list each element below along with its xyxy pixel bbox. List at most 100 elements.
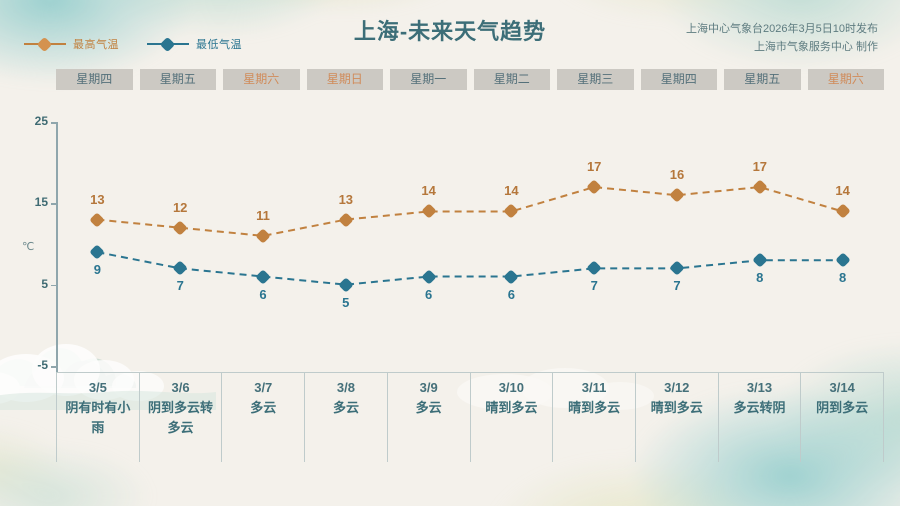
day-forecast-cell[interactable]: 3/11 晴到多云 <box>552 372 635 462</box>
legend-label-high: 最高气温 <box>73 39 119 51</box>
y-axis-tick-mark <box>51 284 58 287</box>
day-forecast-table: 3/5 阴有时有小雨 3/6 阴到多云转多云 3/7 多云 3/8 多云 3/9 多云 3/10 晴到… <box>56 372 885 462</box>
day-forecast-cell[interactable]: 3/10 晴到多云 <box>469 372 553 462</box>
day-description: 阴到多云转多云 <box>148 400 214 435</box>
data-point[interactable] <box>586 260 602 277</box>
data-point[interactable] <box>669 187 685 203</box>
legend-item-low: 最低气温 <box>147 36 242 53</box>
data-point[interactable] <box>172 219 188 236</box>
weekday-tab[interactable]: 星期六 <box>223 69 300 90</box>
y-axis-tick-label: 25 <box>34 114 48 128</box>
data-point-label: 12 <box>172 199 188 215</box>
legend-item-high: 最高气温 <box>24 36 119 53</box>
page-title: 上海-未来天气趋势 <box>353 19 547 44</box>
data-point-label: 13 <box>338 191 354 207</box>
data-point-label: 6 <box>507 286 516 302</box>
data-point[interactable] <box>752 179 768 195</box>
data-point[interactable] <box>503 268 520 285</box>
data-point-label: 17 <box>586 159 602 175</box>
weekday-tab[interactable]: 星期日 <box>306 69 383 90</box>
weekday-tab[interactable]: 星期一 <box>390 69 467 90</box>
day-description: 阴有时有小雨 <box>65 400 131 435</box>
y-axis-tick-label: 15 <box>34 195 48 210</box>
weekday-tab[interactable]: 星期四 <box>640 69 717 90</box>
weekday-tab-bar: 星期四 星期五 星期六 星期日 星期一 星期二 星期三 星期四 星期五 星期六 <box>56 69 884 90</box>
day-forecast-cell[interactable]: 3/5 阴有时有小雨 <box>56 372 139 462</box>
data-point[interactable] <box>338 211 354 228</box>
y-axis-unit-label: ℃ <box>22 241 35 253</box>
data-point-label: 8 <box>838 270 847 286</box>
data-point-label: 14 <box>835 183 850 199</box>
publisher-info: 上海中心气象台2026年3月5日10时发布 上海市气象服务中心 制作 <box>686 20 878 56</box>
y-axis-tick-mark <box>51 366 58 368</box>
data-point[interactable] <box>172 260 188 277</box>
data-point[interactable] <box>503 203 520 220</box>
day-description: 多云转阴 <box>733 400 786 415</box>
day-forecast-cell[interactable]: 3/14 阴到多云 <box>800 372 885 462</box>
day-date: 3/9 <box>419 380 438 395</box>
y-axis-tick-mark <box>51 203 58 205</box>
data-point-label: 13 <box>90 191 105 207</box>
day-date: 3/11 <box>581 380 607 395</box>
legend-marker-high-icon <box>24 36 66 53</box>
day-date: 3/13 <box>746 380 773 395</box>
data-point-label: 8 <box>756 270 764 286</box>
data-point-label: 5 <box>342 294 350 310</box>
day-description: 晴到多云 <box>485 400 538 415</box>
day-date: 3/7 <box>254 380 273 395</box>
legend-label-low: 最低气温 <box>196 39 242 51</box>
weekday-tab[interactable]: 星期六 <box>807 69 884 90</box>
data-point-label: 9 <box>93 262 102 278</box>
y-axis-tick-mark <box>51 122 58 124</box>
day-forecast-cell[interactable]: 3/13 多云转阴 <box>717 372 801 462</box>
day-forecast-cell[interactable]: 3/7 多云 <box>221 372 304 462</box>
data-point-label: 7 <box>673 278 681 294</box>
series-line <box>97 251 843 286</box>
y-axis-tick-label: 5 <box>41 276 48 291</box>
data-point-label: 7 <box>176 278 184 294</box>
series-line <box>97 186 843 237</box>
data-point[interactable] <box>420 203 437 220</box>
weekday-tab[interactable]: 星期五 <box>724 69 801 90</box>
data-point-label: 6 <box>424 286 433 302</box>
day-date: 3/6 <box>171 380 190 395</box>
data-point-label: 6 <box>259 286 267 302</box>
data-point-label: 11 <box>256 207 270 223</box>
y-axis-line <box>56 122 58 372</box>
weekday-tab[interactable]: 星期五 <box>139 69 216 90</box>
data-point-label: 16 <box>669 167 685 183</box>
data-point[interactable] <box>834 252 851 269</box>
chart-legend: 最高气温 最低气温 <box>24 36 242 53</box>
y-axis-tick-label: -5 <box>37 358 48 372</box>
data-point[interactable] <box>420 268 437 285</box>
data-point-label: 7 <box>590 278 598 294</box>
day-description: 多云 <box>332 400 359 415</box>
data-point[interactable] <box>338 276 354 293</box>
data-point-label: 14 <box>421 183 436 199</box>
day-description: 阴到多云 <box>816 400 869 415</box>
data-point[interactable] <box>586 179 602 195</box>
weekday-tab[interactable]: 星期二 <box>473 69 550 90</box>
data-point[interactable] <box>669 260 685 277</box>
data-point[interactable] <box>834 203 851 220</box>
weekday-tab[interactable]: 星期三 <box>557 69 634 90</box>
day-date: 3/12 <box>664 380 690 395</box>
legend-marker-low-icon <box>147 36 189 53</box>
day-forecast-cell[interactable]: 3/8 多云 <box>304 372 387 462</box>
data-point[interactable] <box>255 228 271 244</box>
day-forecast-cell[interactable]: 3/6 阴到多云转多云 <box>138 372 222 462</box>
data-point[interactable] <box>89 211 106 228</box>
day-date: 3/8 <box>336 380 355 395</box>
data-point[interactable] <box>89 244 106 260</box>
day-forecast-cell[interactable]: 3/9 多云 <box>386 372 470 462</box>
weekday-tab[interactable]: 星期四 <box>56 69 133 90</box>
day-description: 晴到多云 <box>568 400 621 415</box>
publisher-line-1: 上海中心气象台2026年3月5日10时发布 <box>686 23 878 35</box>
data-point[interactable] <box>255 268 271 285</box>
day-date: 3/5 <box>88 380 107 395</box>
day-description: 晴到多云 <box>650 400 703 415</box>
day-description: 多云 <box>250 400 277 415</box>
day-forecast-cell[interactable]: 3/12 晴到多云 <box>634 372 718 462</box>
data-point[interactable] <box>752 252 768 269</box>
